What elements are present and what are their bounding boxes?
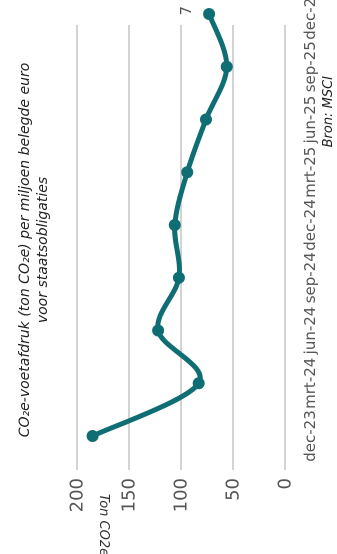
source-note: Bron: MSCI — [321, 76, 336, 148]
data-point — [203, 8, 216, 20]
y-tick-label: 100 — [171, 478, 192, 512]
y-tick-label: 0 — [275, 478, 296, 489]
chart-title-line2: voor staatsobligaties — [35, 177, 51, 323]
y-axis-label: Ton CO2e — [96, 494, 111, 554]
gridlines — [76, 25, 286, 470]
x-tick-label: jun-25 — [301, 96, 319, 145]
data-point — [220, 60, 233, 73]
y-tick-label: 150 — [119, 478, 140, 512]
y-tick-label: 50 — [223, 478, 244, 501]
data-point — [168, 219, 181, 231]
data-point — [192, 377, 205, 390]
x-tick-label: dec-25 — [301, 0, 319, 40]
data-point — [152, 324, 165, 337]
series-points — [86, 8, 233, 442]
data-point — [86, 430, 99, 442]
y-axis-ticks: 0 50 100 150 200 — [67, 478, 296, 512]
data-point — [199, 113, 212, 126]
x-tick-label: dec-23 — [301, 410, 319, 462]
x-tick-label: sep-25 — [301, 41, 319, 92]
series-line — [90, 11, 230, 439]
x-tick-label: jun-24 — [301, 307, 319, 356]
truncated-top-label: 7 — [177, 6, 195, 16]
x-tick-label: mrt-25 — [301, 147, 319, 198]
data-point — [172, 271, 185, 284]
x-tick-label: dec-24 — [301, 199, 319, 251]
x-tick-label: sep-24 — [301, 252, 319, 303]
chart-title-line1: CO₂e-voetafdruk (ton CO₂e) per miljoen b… — [17, 63, 33, 438]
x-tick-label: mrt-24 — [301, 358, 319, 409]
data-point — [181, 166, 194, 179]
y-tick-label: 200 — [67, 478, 88, 512]
